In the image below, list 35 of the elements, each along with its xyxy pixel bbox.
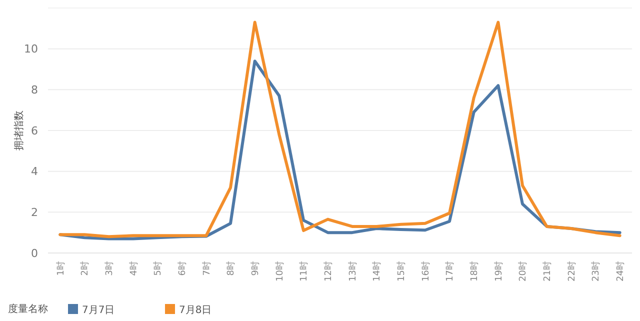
legend-label: 7月8日 <box>179 305 212 316</box>
x-tick-label: 16时 <box>420 261 432 282</box>
x-tick-label: 17时 <box>444 261 456 282</box>
x-tick-label: 9时 <box>250 261 261 276</box>
y-tick-label: 8 <box>31 84 38 97</box>
x-tick-label: 14时 <box>372 261 383 282</box>
x-tick-label: 19时 <box>493 261 504 282</box>
x-tick-label: 20时 <box>518 261 529 282</box>
x-tick-label: 13时 <box>347 261 358 282</box>
x-tick-label: 23时 <box>590 261 602 282</box>
y-axis-title: 拥堵指数 <box>13 110 25 150</box>
x-tick-label: 1时 <box>55 261 66 276</box>
y-tick-label: 0 <box>31 246 38 260</box>
x-tick-label: 10时 <box>274 261 286 282</box>
x-tick-label: 6时 <box>176 261 188 276</box>
x-tick-label: 18时 <box>468 261 480 282</box>
x-tick-label: 22时 <box>566 261 578 282</box>
x-tick-label: 24时 <box>614 261 626 282</box>
line-series <box>58 20 622 238</box>
x-tick-label: 3时 <box>104 261 115 276</box>
y-tick-label: 2 <box>31 206 38 220</box>
x-tick-label: 4时 <box>128 261 140 276</box>
y-tick-label: 4 <box>31 165 38 178</box>
x-tick-label: 7时 <box>201 261 212 276</box>
y-tick-label: 6 <box>31 124 38 138</box>
x-tick-label: 11时 <box>298 261 310 282</box>
legend-label: 7月7日 <box>82 305 115 316</box>
x-tick-label: 12时 <box>322 261 334 282</box>
x-tick-label: 2时 <box>80 261 91 276</box>
x-tick-label: 21时 <box>542 261 553 282</box>
x-tick-label: 5时 <box>152 261 164 276</box>
x-tick-label: 15时 <box>396 261 407 282</box>
legend-title: 度量名称 <box>8 303 48 315</box>
y-tick-label: 10 <box>24 42 38 56</box>
x-tick-label: 8时 <box>226 261 237 276</box>
